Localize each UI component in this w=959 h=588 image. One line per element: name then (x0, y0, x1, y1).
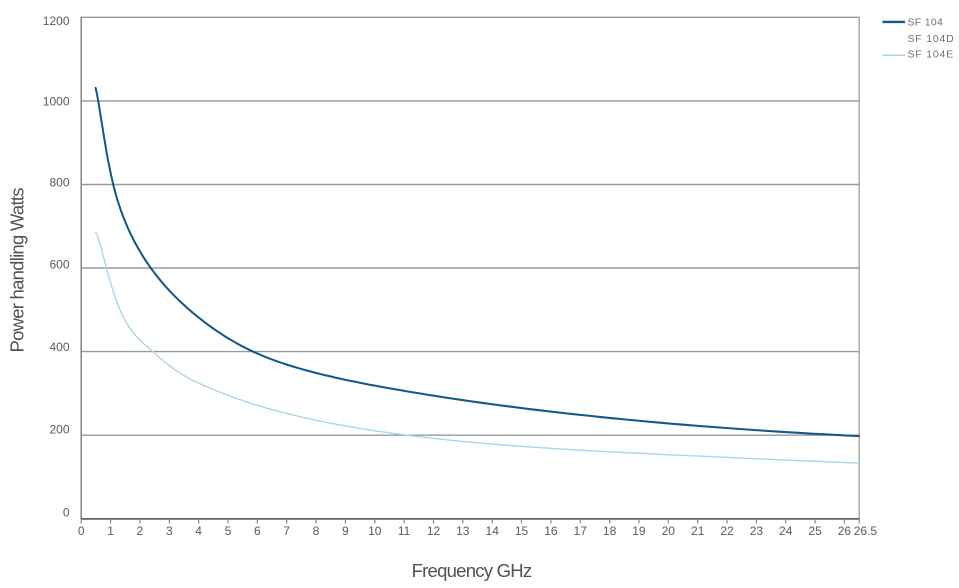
svg-text:2: 2 (137, 524, 144, 538)
svg-text:5: 5 (225, 524, 232, 538)
svg-text:1: 1 (107, 524, 114, 538)
svg-text:1000: 1000 (43, 95, 70, 109)
svg-text:3: 3 (166, 524, 173, 538)
svg-text:7: 7 (283, 524, 290, 538)
svg-text:19: 19 (632, 524, 646, 538)
svg-text:600: 600 (49, 258, 69, 272)
svg-text:21: 21 (691, 524, 705, 538)
svg-text:9: 9 (342, 524, 349, 538)
svg-text:SF 104E: SF 104E (908, 48, 954, 60)
svg-text:8: 8 (313, 524, 320, 538)
svg-text:17: 17 (574, 524, 588, 538)
svg-text:20: 20 (662, 524, 676, 538)
svg-text:6: 6 (254, 524, 261, 538)
svg-text:22: 22 (720, 524, 734, 538)
svg-text:15: 15 (515, 524, 529, 538)
svg-text:400: 400 (49, 340, 69, 354)
svg-text:SF 104: SF 104 (908, 17, 944, 29)
svg-text:0: 0 (63, 505, 70, 519)
svg-text:SF 104D: SF 104D (908, 33, 955, 45)
svg-text:13: 13 (456, 524, 470, 538)
svg-text:1200: 1200 (43, 14, 70, 28)
svg-text:11: 11 (398, 524, 411, 538)
svg-text:4: 4 (195, 524, 202, 538)
svg-text:800: 800 (49, 176, 69, 190)
svg-text:26.5: 26.5 (854, 524, 878, 538)
svg-text:23: 23 (750, 524, 764, 538)
svg-text:Power handling Watts: Power handling Watts (7, 188, 28, 353)
svg-text:16: 16 (544, 524, 558, 538)
svg-text:12: 12 (427, 524, 441, 538)
svg-text:0: 0 (78, 524, 85, 538)
svg-text:18: 18 (603, 524, 617, 538)
svg-text:10: 10 (368, 524, 382, 538)
svg-text:24: 24 (779, 524, 793, 538)
svg-text:26: 26 (838, 524, 852, 538)
svg-text:14: 14 (486, 524, 500, 538)
svg-text:25: 25 (808, 524, 822, 538)
svg-text:Frequency GHz: Frequency GHz (412, 560, 532, 581)
svg-text:200: 200 (49, 423, 69, 437)
